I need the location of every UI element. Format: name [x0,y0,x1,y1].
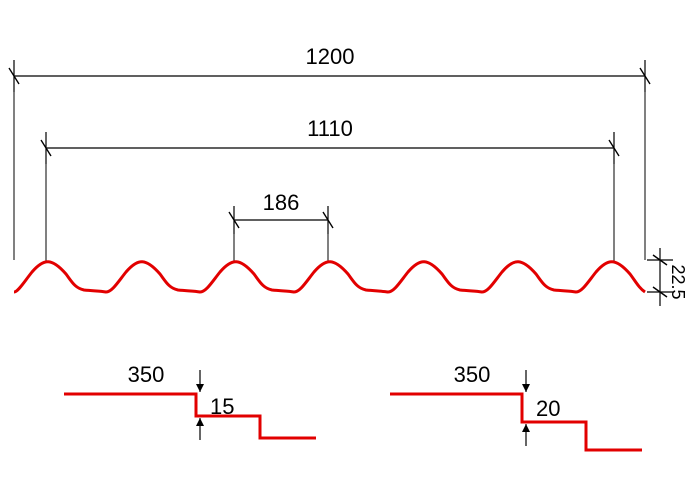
step-right-len-label: 350 [454,362,491,387]
cover-width-label: 1110 [307,116,353,141]
profile-drawing: 1200 1110 186 22.5 350 15 [0,0,699,504]
dim-crest-height: 22.5 [647,248,688,306]
step-module-left: 350 15 [64,362,316,440]
step-left-drop-label: 15 [210,394,234,419]
crest-height-label: 22.5 [668,264,688,299]
overall-width-label: 1200 [306,44,355,69]
pitch-label: 186 [263,190,300,215]
step-right-drop-label: 20 [536,396,560,421]
dim-overall-width: 1200 [9,44,650,260]
dim-cover-width: 1110 [41,116,619,262]
dim-pitch: 186 [229,190,333,262]
step-module-right: 350 20 [390,362,642,450]
step-left-len-label: 350 [128,362,165,387]
wave-profile [14,262,645,292]
